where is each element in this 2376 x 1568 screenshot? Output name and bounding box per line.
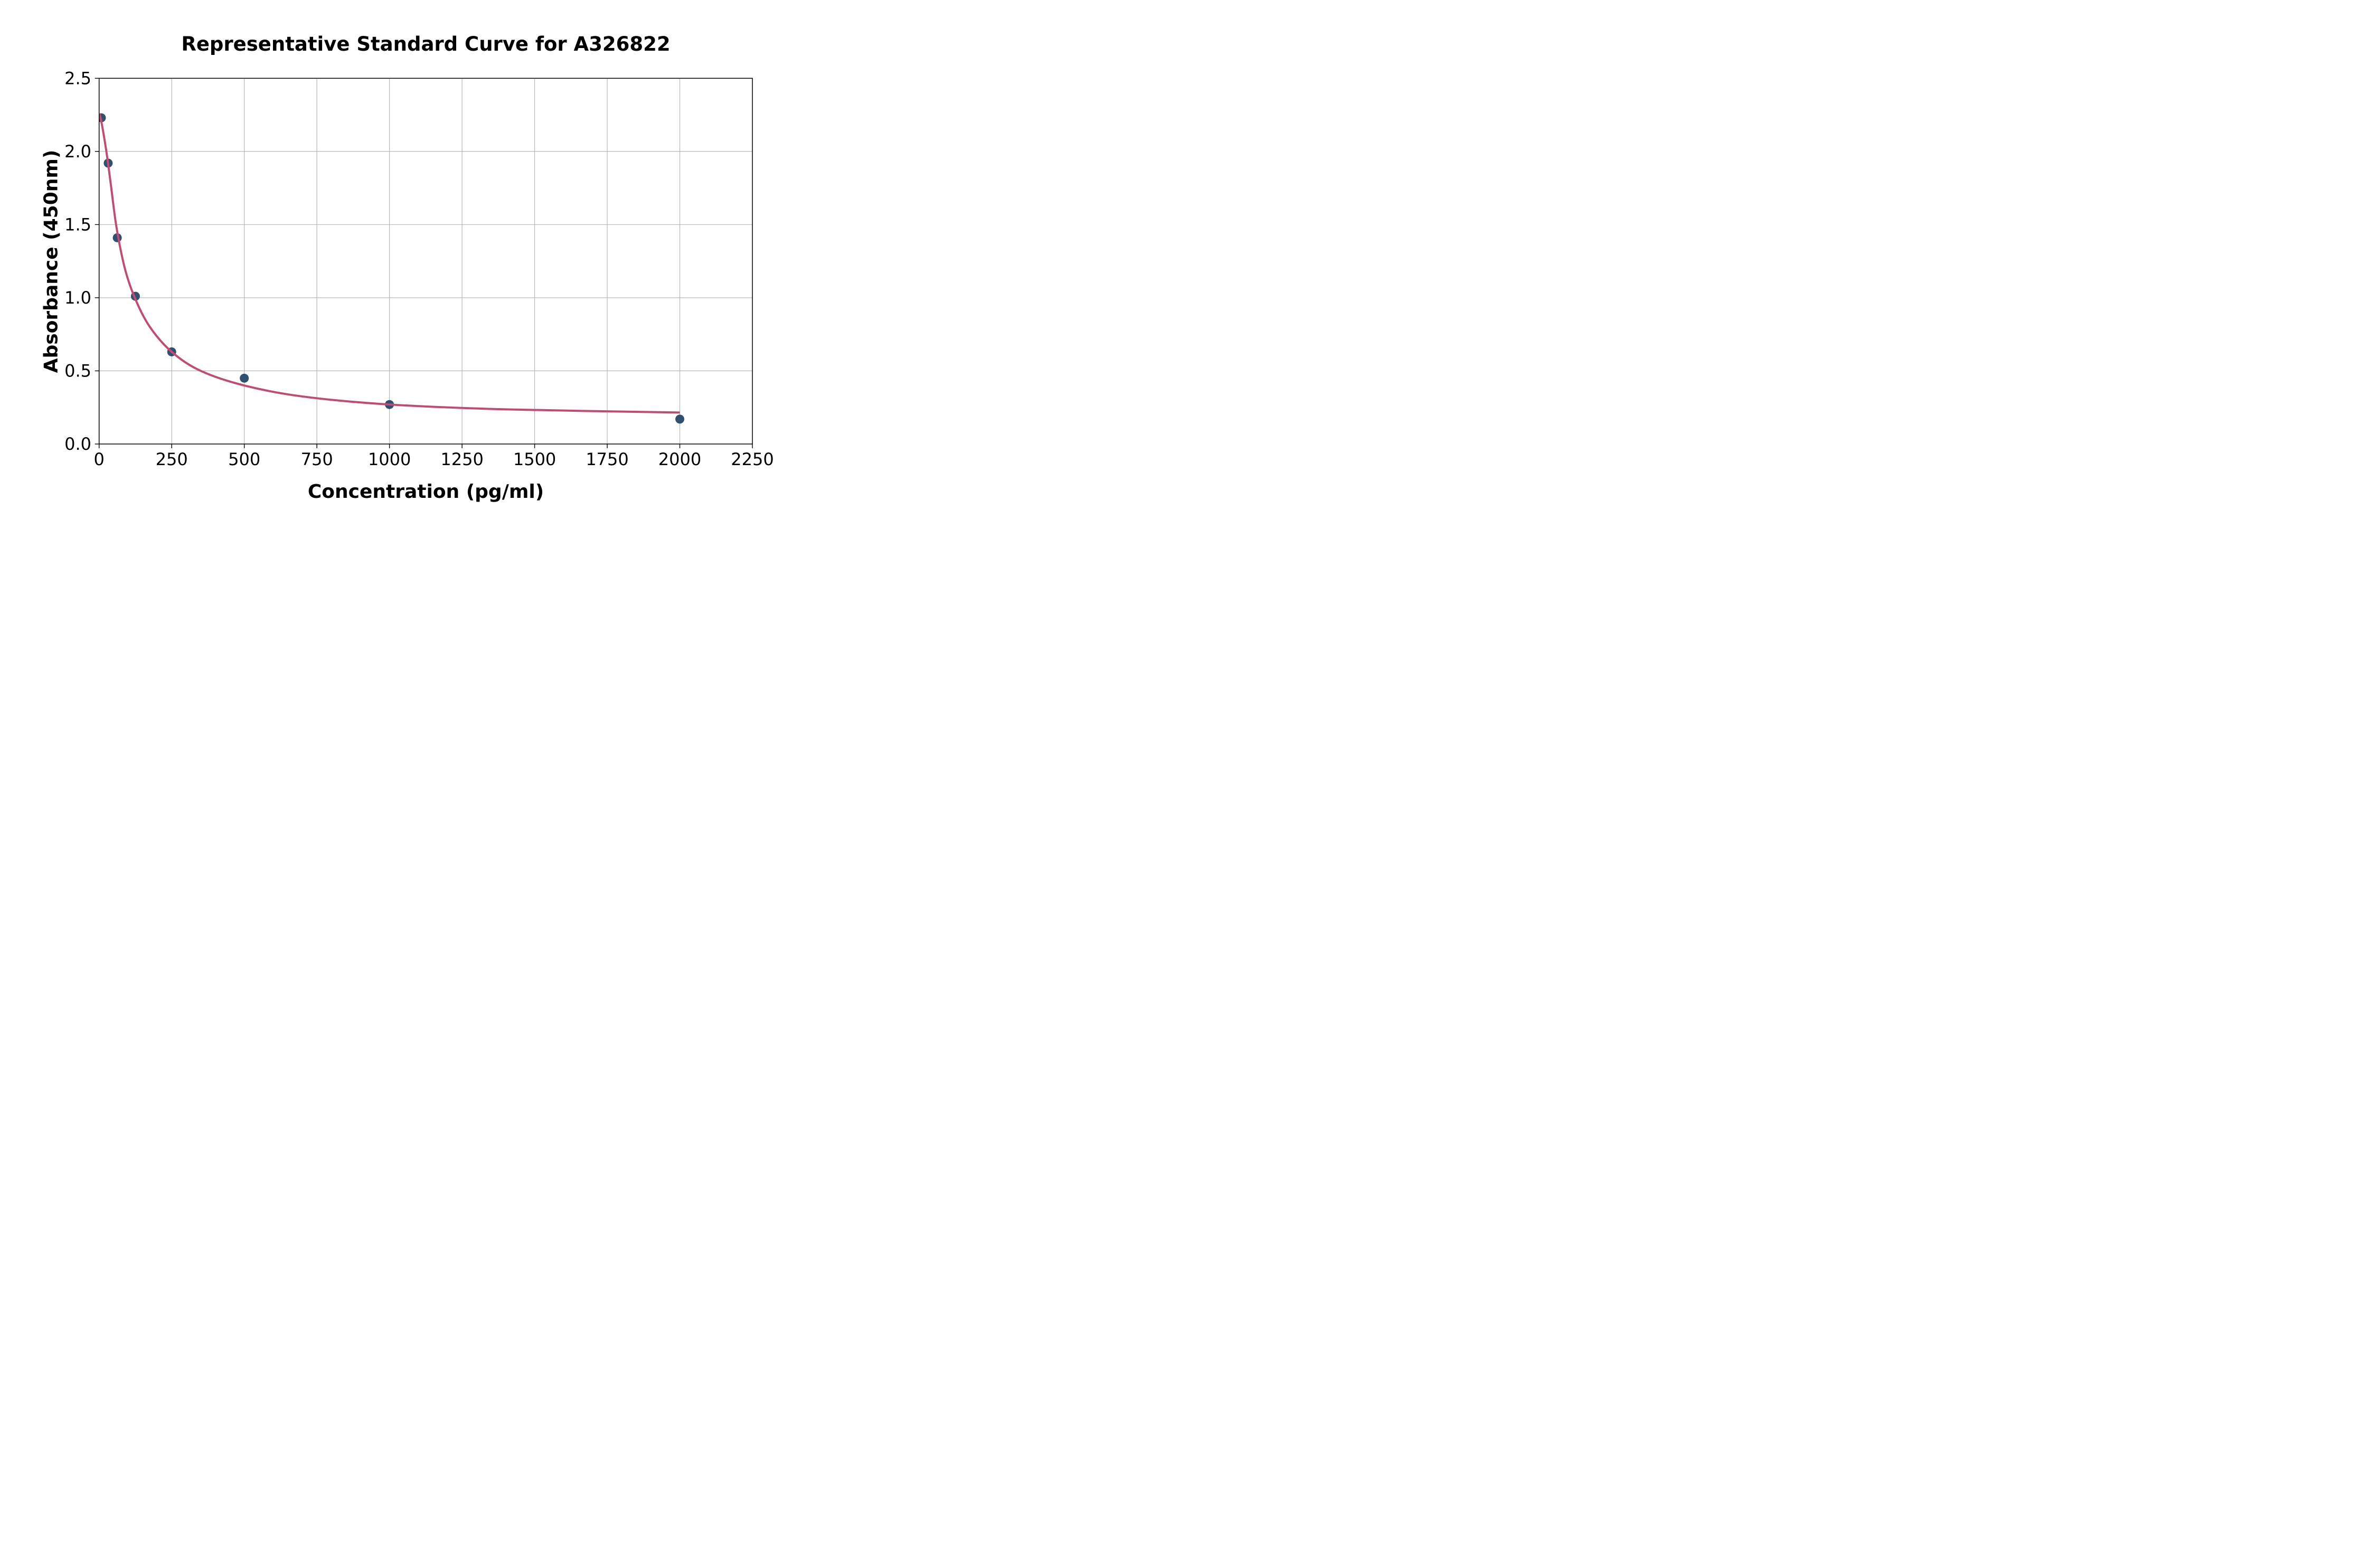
y-tick-label: 0.0: [64, 434, 91, 454]
x-tick-label: 1250: [440, 449, 483, 469]
y-tick-label: 2.5: [64, 68, 91, 88]
x-tick-label: 2000: [658, 449, 701, 469]
data-point: [675, 414, 685, 424]
x-axis-label: Concentration (pg/ml): [307, 481, 544, 503]
y-axis-label: Absorbance (450nm): [40, 149, 62, 373]
x-tick-label: 1750: [586, 449, 628, 469]
y-tick-label: 1.5: [64, 214, 91, 234]
x-tick-label: 500: [228, 449, 260, 469]
plot-border: [98, 78, 753, 445]
standard-curve-figure: Representative Standard Curve for A32682…: [0, 0, 792, 523]
x-tick-label: 2250: [731, 449, 774, 469]
x-tick-label: 0: [94, 449, 105, 469]
x-tick-label: 1500: [513, 449, 556, 469]
x-tick-label: 1000: [368, 449, 411, 469]
y-tick-label: 0.5: [64, 361, 91, 381]
x-tick-label: 250: [156, 449, 188, 469]
y-tick-label: 2.0: [64, 141, 91, 162]
plot-area: 0 250 500 750 1000 1250 1500 1750 2000 2250 0.0 0.5…: [64, 68, 774, 469]
fit-curve: [99, 113, 680, 414]
data-point: [240, 373, 249, 383]
y-tick-label: 1.0: [64, 288, 91, 308]
chart-title: Representative Standard Curve for A32682…: [181, 33, 671, 55]
x-tick-label: 750: [301, 449, 333, 469]
